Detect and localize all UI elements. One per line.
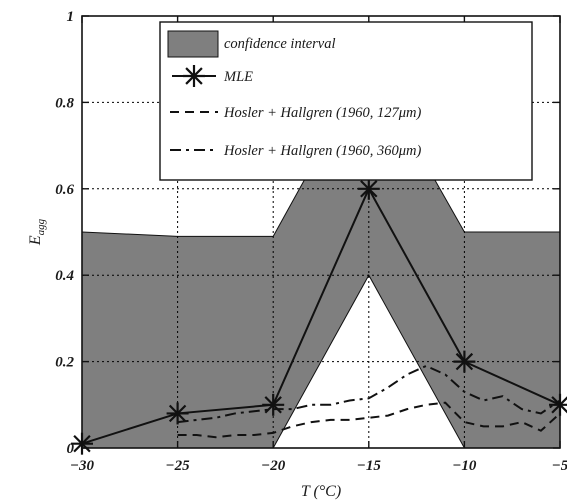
x-tick-label: −10	[452, 458, 477, 474]
mle-point	[357, 177, 380, 200]
legend-swatch-band	[167, 30, 219, 58]
legend-label-band: confidence interval	[224, 36, 336, 52]
axis-ticks	[81, 15, 561, 449]
plot-frame	[81, 15, 561, 449]
legend-mle-star	[183, 65, 205, 87]
legend: confidence interval MLE Hosler + Hallgre…	[159, 21, 533, 181]
legend-label-127um: Hosler + Hallgren (1960, 127μm)	[223, 105, 422, 121]
x-tick-label: −5	[552, 458, 567, 474]
legend-swatch-mle-marker	[183, 65, 205, 87]
y-tick-label: 1	[67, 9, 75, 25]
x-axis-label: T (°C)	[301, 483, 341, 500]
legend-label-360um: Hosler + Hallgren (1960, 360μm)	[223, 143, 422, 159]
x-tick-label: −20	[261, 458, 286, 474]
y-axis-label-main: E	[27, 235, 44, 246]
series-line-mle	[81, 186, 561, 445]
series-line-360um	[177, 364, 561, 424]
series-line-127um	[177, 401, 561, 439]
y-tick-label: 0.8	[55, 95, 74, 111]
y-tick-label: 0	[67, 441, 75, 457]
legend-label-mle: MLE	[223, 69, 253, 85]
y-axis-label-sub: agg	[35, 218, 47, 235]
mle-point	[453, 350, 476, 373]
y-tick-label: 0.4	[55, 268, 74, 284]
y-axis-label: Eagg	[27, 218, 47, 246]
mle-markers	[71, 177, 567, 455]
y-tick-label: 0.6	[55, 182, 74, 198]
x-tick-labels: −30 −25 −20 −15 −10 −5	[70, 458, 567, 474]
mle-point	[262, 393, 285, 416]
legend-box	[159, 21, 533, 181]
x-tick-label: −30	[70, 458, 95, 474]
y-tick-labels: 0 0.2 0.4 0.6 0.8 1	[55, 9, 74, 457]
x-tick-label: −25	[166, 458, 191, 474]
y-tick-label: 0.2	[55, 355, 74, 371]
x-tick-label: −15	[357, 458, 382, 474]
y-axis-label-text: Eagg	[27, 218, 47, 246]
mle-point	[166, 402, 189, 425]
